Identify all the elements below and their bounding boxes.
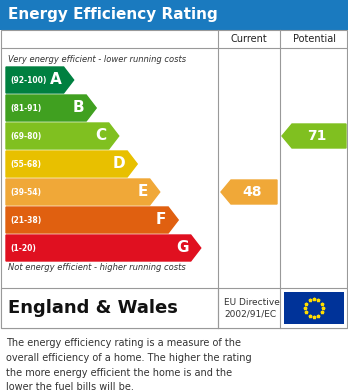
Polygon shape [221, 180, 277, 204]
Polygon shape [6, 179, 160, 205]
Polygon shape [6, 123, 119, 149]
Text: Current: Current [231, 34, 267, 44]
Text: (39-54): (39-54) [10, 188, 41, 197]
Text: 48: 48 [242, 185, 262, 199]
Text: (92-100): (92-100) [10, 75, 46, 84]
Text: (55-68): (55-68) [10, 160, 41, 169]
Text: (1-20): (1-20) [10, 244, 36, 253]
Text: B: B [73, 100, 84, 115]
Text: The energy efficiency rating is a measure of the
overall efficiency of a home. T: The energy efficiency rating is a measur… [6, 338, 252, 391]
Polygon shape [282, 124, 346, 148]
Polygon shape [6, 151, 137, 177]
Text: England & Wales: England & Wales [8, 299, 178, 317]
Text: (21-38): (21-38) [10, 215, 41, 224]
Text: G: G [176, 240, 189, 255]
Text: EU Directive
2002/91/EC: EU Directive 2002/91/EC [224, 298, 280, 318]
Text: E: E [137, 185, 148, 199]
Text: D: D [112, 156, 125, 172]
Polygon shape [6, 95, 96, 121]
Text: Very energy efficient - lower running costs: Very energy efficient - lower running co… [8, 56, 186, 65]
Text: (81-91): (81-91) [10, 104, 41, 113]
Text: Potential: Potential [293, 34, 335, 44]
Text: 71: 71 [307, 129, 327, 143]
Polygon shape [6, 207, 178, 233]
Text: Not energy efficient - higher running costs: Not energy efficient - higher running co… [8, 264, 186, 273]
Bar [1, 30, 347, 328]
Text: C: C [96, 129, 107, 143]
Polygon shape [6, 235, 201, 261]
Bar [1, 288, 347, 328]
Bar [0, 0, 348, 30]
Text: Energy Efficiency Rating: Energy Efficiency Rating [8, 7, 218, 23]
Text: F: F [156, 212, 166, 228]
Polygon shape [6, 67, 74, 93]
Text: (69-80): (69-80) [10, 131, 41, 140]
Text: A: A [50, 72, 62, 88]
Bar [284, 292, 344, 324]
